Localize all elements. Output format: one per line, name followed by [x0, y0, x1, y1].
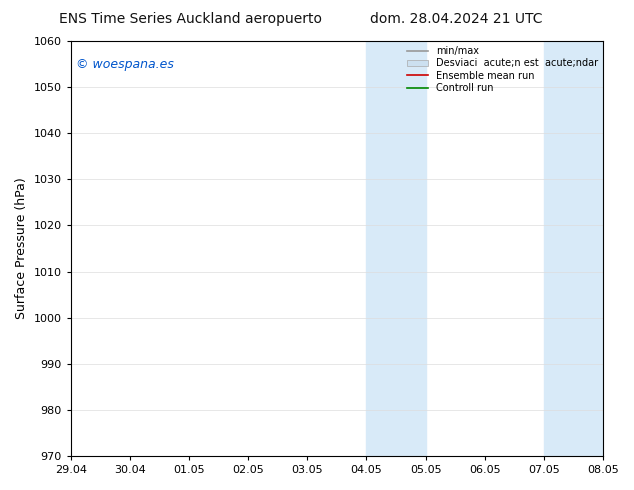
Text: dom. 28.04.2024 21 UTC: dom. 28.04.2024 21 UTC	[370, 12, 543, 26]
Bar	[544, 41, 603, 456]
Text: © woespana.es: © woespana.es	[76, 58, 174, 71]
Bar	[366, 41, 425, 456]
Legend: min/max, Desviaci  acute;n est  acute;ndar, Ensemble mean run, Controll run: min/max, Desviaci acute;n est acute;ndar…	[407, 46, 598, 93]
Text: ENS Time Series Auckland aeropuerto: ENS Time Series Auckland aeropuerto	[59, 12, 321, 26]
Y-axis label: Surface Pressure (hPa): Surface Pressure (hPa)	[15, 178, 28, 319]
